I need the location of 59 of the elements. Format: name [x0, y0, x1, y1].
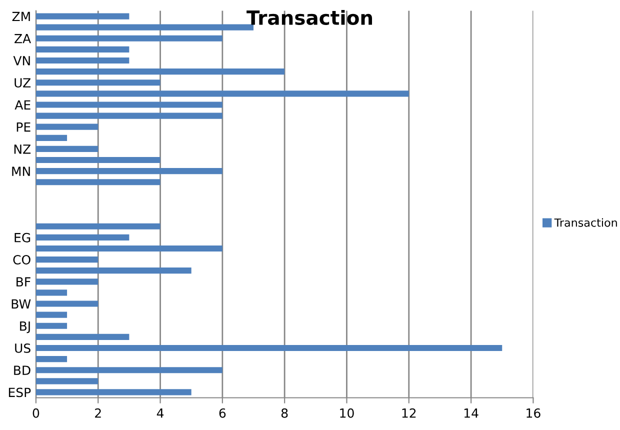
x-tick-label: 2	[95, 408, 101, 418]
bar	[36, 312, 68, 318]
x-tick-label: 10	[340, 408, 354, 418]
bar	[36, 290, 68, 296]
y-tick-label: BJ	[20, 322, 30, 334]
bar	[36, 134, 68, 141]
y-tick-label: US	[15, 343, 30, 353]
bar	[36, 356, 68, 362]
bar	[36, 378, 98, 384]
x-tick-label: 14	[464, 408, 478, 418]
bar	[36, 46, 130, 52]
chart-title: Transaction	[246, 10, 372, 25]
bar	[36, 146, 98, 152]
y-tick-label: PE	[16, 122, 30, 132]
bar	[36, 168, 222, 174]
bar	[36, 57, 130, 64]
bar	[36, 322, 68, 329]
y-tick-label: BF	[16, 277, 30, 286]
legend-label: Transaction	[554, 218, 617, 227]
bar	[36, 334, 130, 340]
y-tick-label: EG	[14, 232, 30, 242]
bar	[36, 300, 98, 307]
y-tick-label: NZ	[14, 144, 31, 154]
bar	[36, 245, 222, 252]
y-tick-label: BD	[14, 366, 30, 375]
y-tick-label: ZM	[12, 12, 30, 22]
bar	[36, 24, 254, 30]
y-tick-label: ESP	[8, 388, 31, 398]
y-tick-label: BW	[12, 299, 31, 309]
bar	[36, 344, 502, 352]
x-tick-label: 6	[219, 408, 226, 418]
bar	[36, 179, 160, 186]
bar	[36, 156, 160, 164]
y-tick-label: VN	[13, 56, 30, 66]
bar	[36, 124, 98, 130]
bar	[36, 234, 130, 240]
bar	[36, 367, 222, 374]
y-tick-label: UZ	[14, 78, 31, 88]
y-tick-label: CO	[13, 255, 30, 264]
x-tick-label: 8	[281, 408, 288, 418]
bar	[36, 112, 222, 119]
bar	[36, 389, 192, 396]
x-tick-label: 0	[32, 408, 40, 418]
bar	[36, 80, 160, 86]
bar	[36, 90, 409, 97]
x-tick-label: 16	[526, 408, 540, 418]
x-tick-label: 4	[156, 408, 164, 418]
bar	[36, 268, 192, 274]
y-tick-label: ZA	[14, 34, 31, 44]
y-tick-label: AE	[14, 100, 30, 110]
bar	[36, 35, 222, 42]
bar	[36, 68, 285, 75]
x-tick-label: 12	[402, 408, 416, 418]
y-tick-label: MN	[12, 166, 30, 176]
bar	[36, 278, 98, 285]
bar	[36, 13, 130, 20]
bar	[36, 223, 160, 230]
bar	[36, 256, 98, 263]
bar	[36, 102, 222, 108]
